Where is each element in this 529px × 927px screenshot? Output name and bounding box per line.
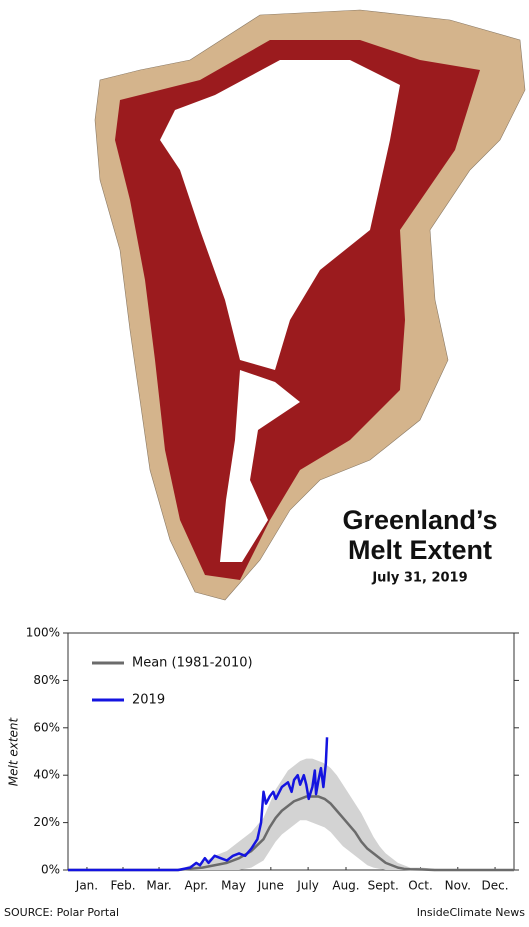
x-tick-label: July	[296, 879, 319, 893]
series-line	[68, 737, 329, 872]
x-tick-label: May	[221, 879, 246, 893]
y-tick-label: 20%	[33, 815, 60, 829]
credit: InsideClimate News	[417, 906, 526, 919]
map-title: Greenland’s	[342, 505, 497, 535]
greenland-map	[94, 9, 526, 601]
range-band	[68, 758, 514, 870]
legend-label: 2019	[132, 693, 165, 708]
x-tick-label: Sept.	[368, 879, 399, 893]
x-tick-label: Nov.	[445, 879, 471, 893]
x-tick-label: Oct.	[408, 879, 433, 893]
y-tick-label: 40%	[33, 768, 60, 782]
x-tick-label: Dec.	[482, 879, 509, 893]
y-tick-label: 60%	[33, 720, 60, 734]
x-tick-label: Mar.	[146, 879, 171, 893]
map-title: Melt Extent	[348, 535, 492, 565]
series-line	[68, 795, 514, 872]
source: SOURCE: Polar Portal	[4, 906, 119, 919]
x-tick-label: Feb.	[110, 879, 135, 893]
y-tick-label: 100%	[26, 626, 60, 640]
y-tick-label: 80%	[33, 673, 60, 687]
x-tick-label: Aug.	[332, 879, 359, 893]
dry-ice-south	[220, 370, 300, 562]
legend-label: Mean (1981-2010)	[132, 656, 253, 671]
x-tick-label: Jan.	[75, 879, 98, 893]
x-tick-label: Apr.	[185, 879, 208, 893]
dry-ice	[160, 60, 400, 370]
x-tick-label: June	[257, 879, 284, 893]
y-axis-label: Melt extent	[7, 716, 21, 786]
map-date: July 31, 2019	[371, 571, 467, 586]
plot-frame	[67, 632, 515, 871]
y-tick-label: 0%	[41, 863, 60, 877]
